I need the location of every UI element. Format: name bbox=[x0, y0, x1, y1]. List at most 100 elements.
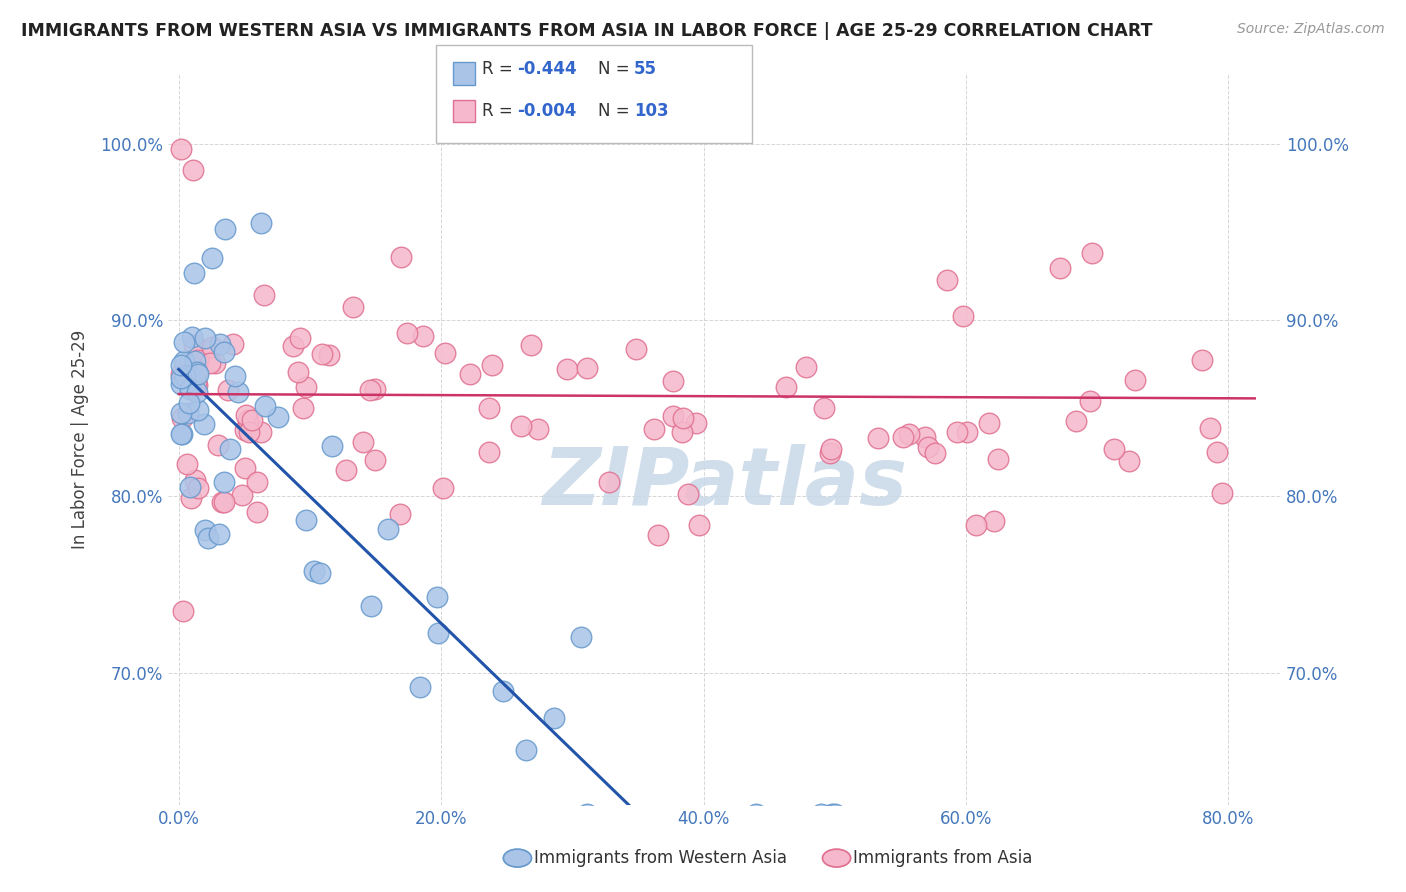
Point bbox=[555, 362, 578, 376]
Point bbox=[226, 384, 249, 399]
Point bbox=[1191, 352, 1213, 367]
Point bbox=[176, 458, 198, 472]
Point bbox=[824, 806, 846, 821]
Point bbox=[197, 532, 219, 546]
Text: 55: 55 bbox=[634, 60, 657, 78]
Point bbox=[662, 409, 685, 424]
Text: R =: R = bbox=[482, 60, 519, 78]
Point bbox=[897, 427, 920, 442]
Point bbox=[946, 425, 969, 439]
Point bbox=[477, 401, 499, 415]
Point bbox=[214, 494, 236, 508]
Point bbox=[186, 365, 208, 379]
Point bbox=[170, 367, 193, 381]
Point bbox=[478, 445, 501, 459]
Point bbox=[820, 442, 842, 457]
Text: ZIPatlas: ZIPatlas bbox=[543, 444, 907, 522]
Point bbox=[745, 806, 768, 821]
Point bbox=[543, 711, 565, 725]
Point bbox=[360, 599, 382, 613]
Point bbox=[214, 222, 236, 236]
Point bbox=[294, 513, 316, 527]
Point bbox=[217, 383, 239, 397]
Point bbox=[187, 481, 209, 495]
Point bbox=[173, 334, 195, 349]
Point bbox=[170, 142, 193, 156]
Point bbox=[810, 806, 832, 821]
Point bbox=[412, 329, 434, 343]
Point bbox=[624, 342, 647, 356]
Point bbox=[956, 425, 979, 439]
Point bbox=[891, 430, 914, 444]
Point bbox=[672, 411, 695, 425]
Point bbox=[224, 368, 246, 383]
Point bbox=[170, 358, 193, 372]
Point bbox=[364, 383, 387, 397]
Point bbox=[173, 353, 195, 368]
Point bbox=[1123, 373, 1146, 387]
Point bbox=[775, 379, 797, 393]
Point bbox=[1211, 486, 1233, 500]
Point bbox=[1198, 420, 1220, 434]
Point bbox=[180, 330, 202, 344]
Point bbox=[236, 413, 259, 427]
Text: IMMIGRANTS FROM WESTERN ASIA VS IMMIGRANTS FROM ASIA IN LABOR FORCE | AGE 25-29 : IMMIGRANTS FROM WESTERN ASIA VS IMMIGRAN… bbox=[21, 22, 1153, 40]
Point bbox=[977, 417, 1000, 431]
Text: N =: N = bbox=[598, 60, 634, 78]
Point bbox=[458, 367, 481, 381]
Point bbox=[481, 358, 503, 372]
Point bbox=[377, 522, 399, 536]
Point bbox=[193, 417, 215, 432]
Point bbox=[170, 427, 193, 442]
Point bbox=[821, 806, 844, 821]
Point bbox=[914, 430, 936, 444]
Point bbox=[647, 528, 669, 542]
Point bbox=[207, 438, 229, 452]
Point bbox=[671, 425, 693, 440]
Point bbox=[250, 216, 273, 230]
Point bbox=[235, 409, 257, 423]
Text: Immigrants from Asia: Immigrants from Asia bbox=[853, 849, 1033, 867]
Point bbox=[246, 505, 269, 519]
Point bbox=[222, 337, 245, 351]
Point bbox=[183, 266, 205, 280]
Point bbox=[186, 378, 208, 392]
Point bbox=[208, 526, 231, 541]
Point bbox=[290, 331, 312, 345]
Point bbox=[935, 273, 957, 287]
Text: Source: ZipAtlas.com: Source: ZipAtlas.com bbox=[1237, 22, 1385, 37]
Point bbox=[204, 356, 226, 370]
Point bbox=[170, 371, 193, 385]
Point bbox=[184, 354, 207, 368]
Point bbox=[352, 434, 374, 449]
Point bbox=[868, 431, 890, 445]
Point bbox=[287, 365, 309, 379]
Point bbox=[254, 399, 277, 413]
Point bbox=[246, 475, 269, 489]
Point bbox=[201, 251, 224, 265]
Point bbox=[218, 442, 240, 456]
Text: R =: R = bbox=[482, 103, 519, 120]
Point bbox=[527, 422, 550, 436]
Point bbox=[575, 361, 598, 376]
Point bbox=[186, 385, 208, 400]
Point bbox=[389, 250, 412, 264]
Point bbox=[212, 345, 235, 359]
Point bbox=[211, 494, 233, 508]
Point bbox=[520, 338, 543, 352]
Point bbox=[318, 348, 340, 362]
Text: 103: 103 bbox=[634, 103, 669, 120]
Point bbox=[170, 406, 193, 420]
Point bbox=[187, 403, 209, 417]
Point bbox=[174, 369, 197, 384]
Point bbox=[187, 353, 209, 368]
Point bbox=[183, 473, 205, 487]
Point bbox=[575, 806, 598, 821]
Point bbox=[432, 481, 454, 495]
Point bbox=[643, 422, 665, 436]
Point bbox=[685, 417, 707, 431]
Point bbox=[987, 451, 1010, 466]
Point bbox=[409, 680, 432, 694]
Point bbox=[291, 401, 314, 416]
Point bbox=[492, 683, 515, 698]
